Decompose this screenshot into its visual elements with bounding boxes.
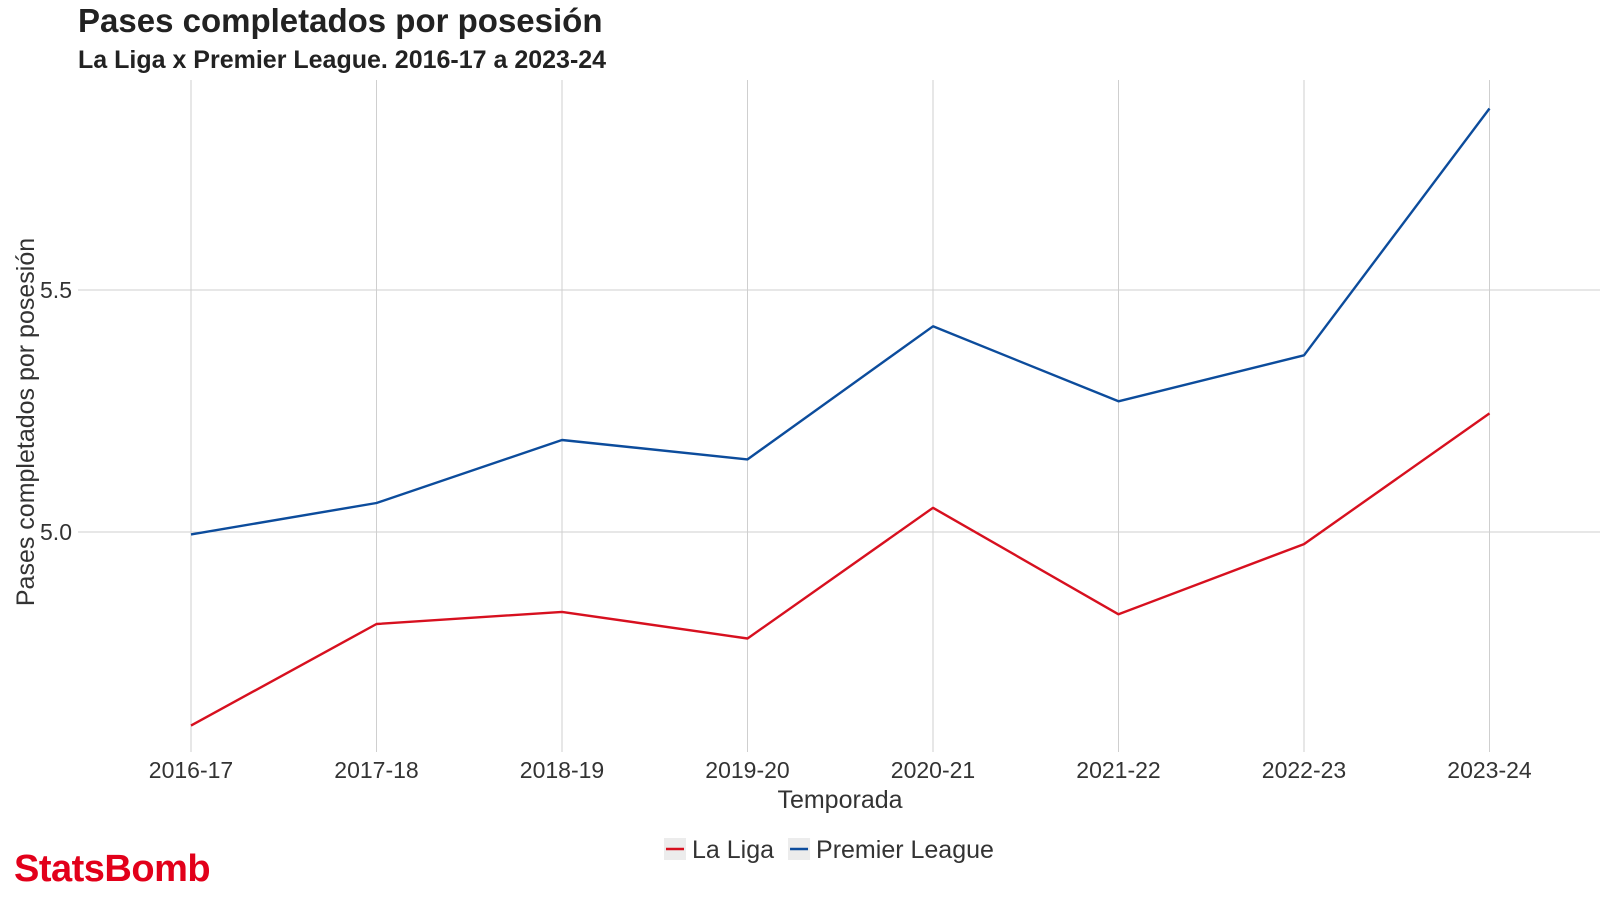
x-tick-label: 2021-22: [1076, 757, 1160, 783]
x-tick-label: 2022-23: [1262, 757, 1346, 783]
series-line-premier-league: [190, 107, 1491, 536]
series-line-la-liga: [190, 412, 1491, 727]
chart-title: Pases completados por posesión: [78, 2, 603, 39]
x-tick-label: 2023-24: [1447, 757, 1532, 783]
legend-item-premier-league: Premier League: [788, 836, 994, 864]
chart-subtitle: La Liga x Premier League. 2016-17 a 2023…: [78, 46, 607, 74]
x-tick-label: 2020-21: [891, 757, 975, 783]
x-tick-label: 2016-17: [149, 757, 233, 783]
y-tick-label: 5.5: [40, 277, 72, 303]
x-axis-ticks: 2016-17 2017-18 2018-19 2019-20 2020-21 2021-…: [149, 757, 1532, 783]
y-axis-ticks: 5.0 5.5: [40, 277, 72, 545]
y-axis-title: Pases completados por posesión: [12, 238, 40, 606]
x-tick-label: 2018-19: [520, 757, 604, 783]
x-tick-label: 2019-20: [705, 757, 789, 783]
series-lines: [190, 107, 1491, 727]
grid: [78, 80, 1600, 752]
y-tick-label: 5.0: [40, 519, 72, 545]
statsbomb-logo: StatsBomb: [14, 848, 211, 890]
legend-label: La Liga: [692, 836, 774, 864]
legend: La Liga Premier League: [664, 836, 994, 864]
legend-item-la-liga: La Liga: [664, 836, 774, 864]
x-axis-title: Temporada: [777, 786, 902, 814]
x-tick-label: 2017-18: [334, 757, 418, 783]
legend-label: Premier League: [816, 836, 994, 864]
